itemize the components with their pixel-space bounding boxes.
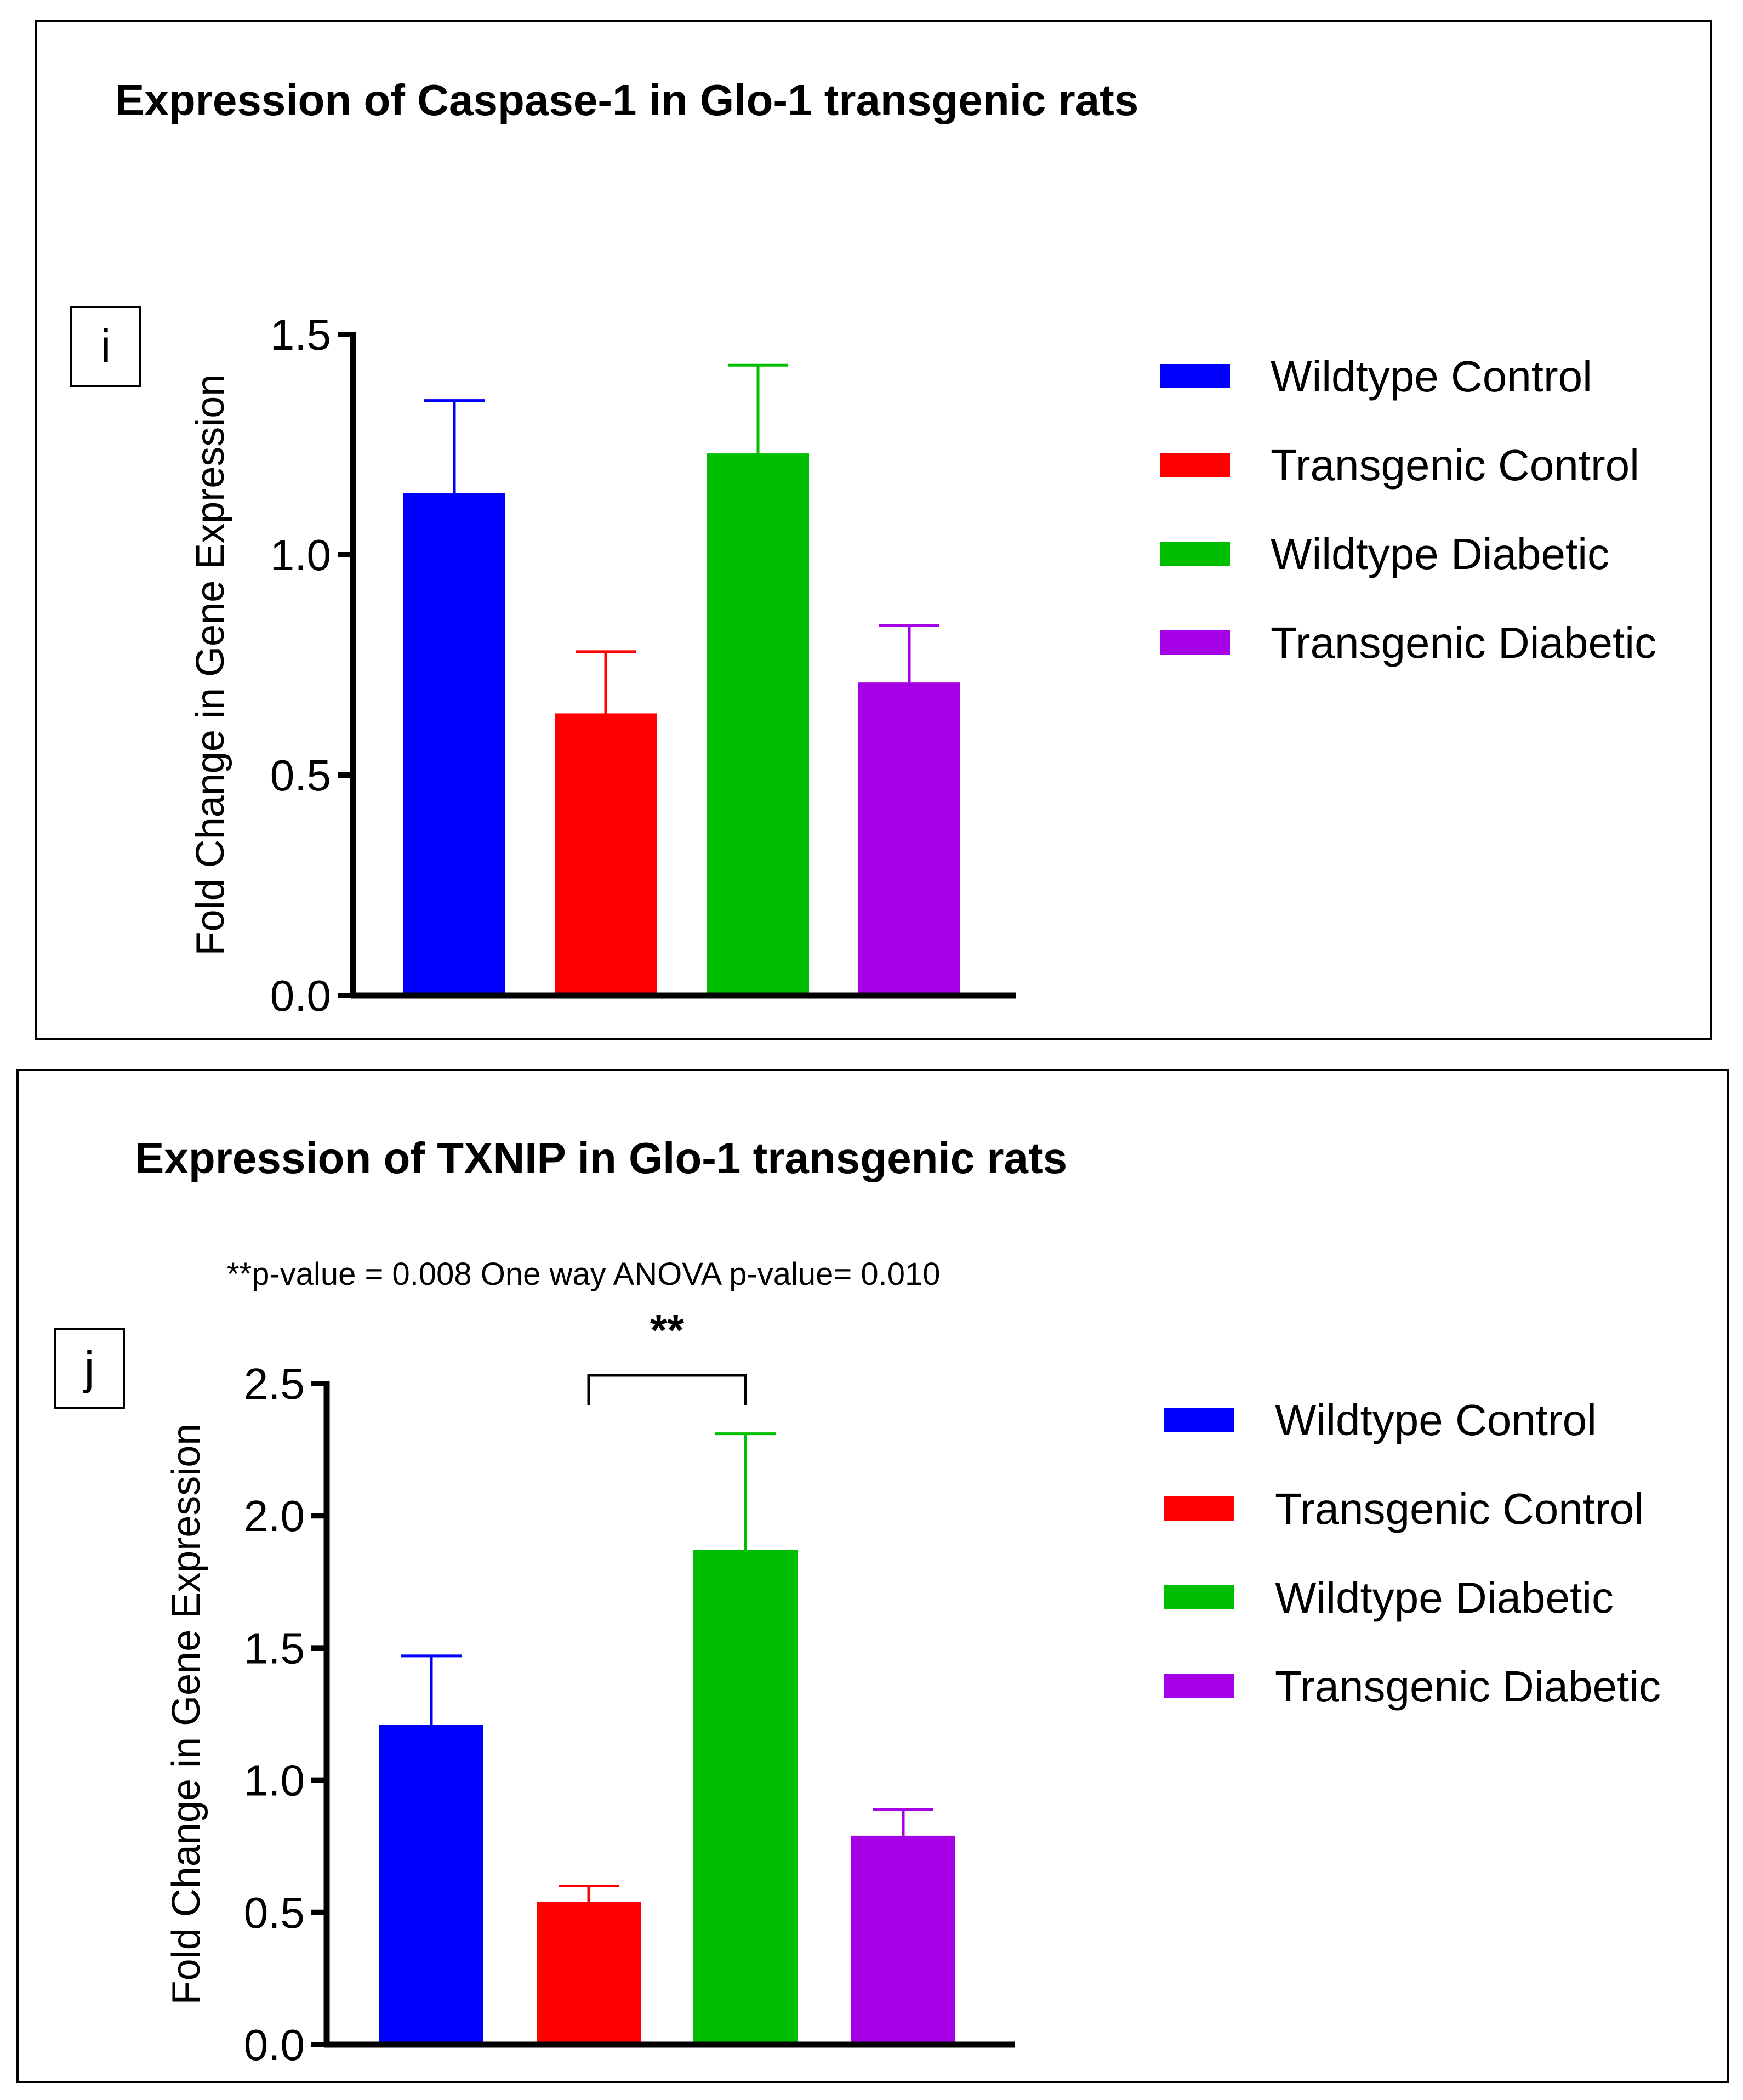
significance-bracket — [587, 1374, 747, 1405]
legend-swatch — [1164, 1408, 1234, 1432]
chart-title: Expression of Caspase-1 in Glo-1 transge… — [115, 76, 1138, 124]
y-axis-label: Fold Change in Gene Expression — [189, 374, 232, 956]
legend-label: Transgenic Control — [1275, 1484, 1644, 1533]
legend-label: Wildtype Control — [1275, 1396, 1597, 1444]
panel-letter: i — [101, 320, 111, 372]
panel-letter-box — [54, 1328, 125, 1409]
bar-transgenic-diabetic — [851, 1835, 955, 2045]
legend-swatch — [1160, 453, 1230, 477]
y-axis-label: Fold Change in Gene Expression — [164, 1424, 208, 2005]
bar-transgenic-control — [537, 1902, 641, 2045]
bar-wildtype-diabetic — [693, 1550, 798, 2045]
legend-swatch — [1164, 1496, 1234, 1521]
bar-wildtype-control — [403, 493, 505, 995]
legend-label: Wildtype Diabetic — [1275, 1573, 1614, 1622]
legend-label: Transgenic Diabetic — [1275, 1662, 1661, 1711]
legend-label: Wildtype Diabetic — [1271, 530, 1609, 578]
legend-swatch — [1164, 1585, 1234, 1609]
y-tick-label: 1.0 — [244, 1756, 305, 1805]
panel-letter: j — [83, 1342, 95, 1393]
chart-panel-i: Expression of Caspase-1 in Glo-1 transge… — [35, 20, 1712, 1040]
bar-transgenic-control — [555, 713, 657, 995]
y-tick-label: 2.0 — [244, 1492, 305, 1540]
y-tick-label: 2.5 — [244, 1359, 305, 1408]
legend-label: Transgenic Diabetic — [1271, 618, 1656, 667]
legend-swatch — [1160, 542, 1230, 566]
y-tick-label: 0.0 — [244, 2021, 305, 2069]
chart-title: Expression of TXNIP in Glo-1 transgenic … — [135, 1134, 1067, 1182]
txnip-chart: Expression of TXNIP in Glo-1 transgenic … — [54, 1134, 1661, 2069]
panel-letter-box — [70, 306, 141, 387]
bar-wildtype-diabetic — [707, 453, 809, 995]
y-tick-label: 0.0 — [270, 971, 331, 1020]
y-tick-label: 1.0 — [270, 531, 331, 579]
significance-label: ** — [650, 1306, 685, 1355]
legend-swatch — [1160, 364, 1230, 388]
y-tick-label: 1.5 — [270, 310, 331, 359]
p-value-annotation: **p-value = 0.008 One way ANOVA p-value=… — [227, 1256, 941, 1292]
legend-label: Transgenic Control — [1271, 441, 1639, 490]
bar-wildtype-control — [379, 1725, 483, 2045]
y-tick-label: 0.5 — [270, 751, 331, 800]
legend-swatch — [1164, 1674, 1234, 1698]
y-tick-label: 0.5 — [244, 1888, 305, 1937]
legend-swatch — [1160, 630, 1230, 655]
y-tick-label: 1.5 — [244, 1624, 305, 1672]
bar-transgenic-diabetic — [858, 682, 960, 995]
chart-panel-j: Expression of TXNIP in Glo-1 transgenic … — [16, 1069, 1729, 2083]
caspase1-chart: Expression of Caspase-1 in Glo-1 transge… — [70, 76, 1656, 1020]
legend-label: Wildtype Control — [1271, 352, 1592, 401]
